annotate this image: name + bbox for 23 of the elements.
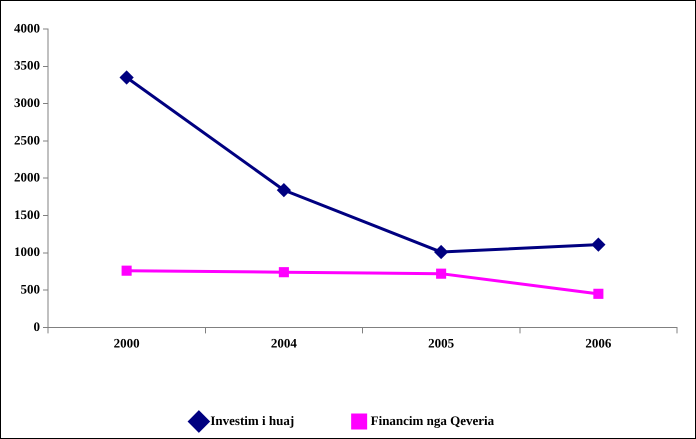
point xyxy=(278,267,289,278)
y-tick-label: 3000 xyxy=(14,94,40,110)
point xyxy=(436,268,446,279)
point xyxy=(122,266,132,276)
x-tick-label: 2004 xyxy=(270,336,298,351)
y-tick-label: 500 xyxy=(20,281,40,296)
x-tick-label: 2000 xyxy=(114,336,140,351)
legend-label: Investim i huaj xyxy=(210,412,294,428)
legend-label: Financim nga Qeveria xyxy=(370,412,495,428)
point xyxy=(120,70,134,84)
y-tick-label: 4000 xyxy=(14,20,40,36)
y-tick-label: 3500 xyxy=(14,58,40,73)
x-tick-label: 2005 xyxy=(428,336,455,351)
point xyxy=(592,238,605,252)
y-tick-label: 2000 xyxy=(14,170,40,185)
x-tick-label: 2006 xyxy=(585,336,612,351)
point xyxy=(434,246,448,259)
y-tick-label: 2500 xyxy=(14,132,40,148)
y-tick-label: 0 xyxy=(34,318,40,334)
point xyxy=(277,184,290,197)
point xyxy=(593,288,604,299)
y-tick-label: 1500 xyxy=(14,206,40,222)
y-tick-label: 1000 xyxy=(14,244,40,260)
